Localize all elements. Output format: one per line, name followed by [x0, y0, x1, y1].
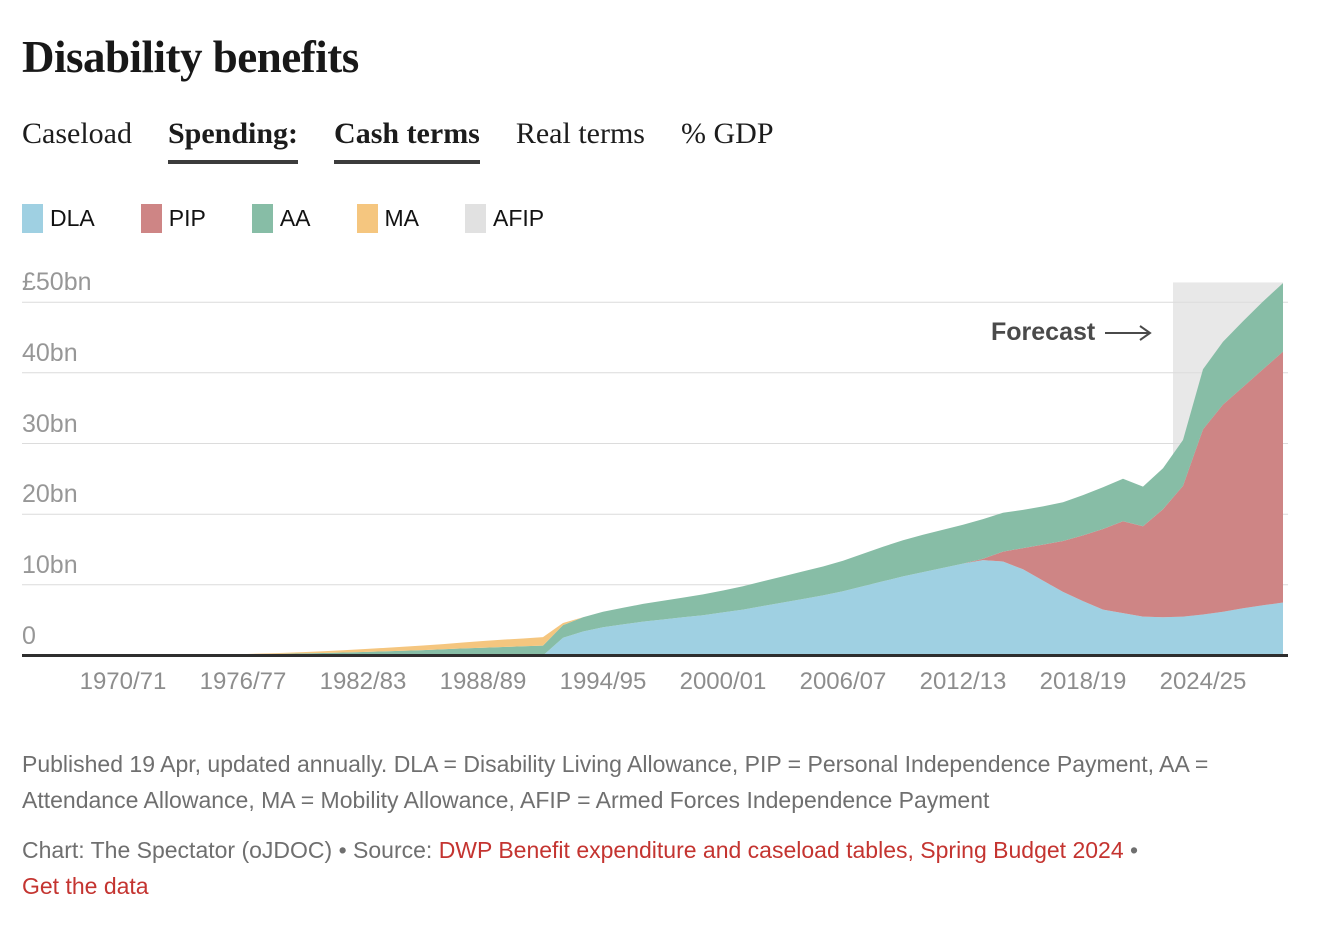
x-axis-label: 1988/89	[439, 668, 527, 695]
get-data-link[interactable]: Get the data	[22, 873, 149, 899]
y-axis-label: 0	[22, 622, 36, 650]
tab-real-terms[interactable]: Real terms	[515, 117, 645, 150]
legend-swatch-pip	[140, 204, 162, 233]
y-axis-label: 40bn	[22, 339, 78, 367]
source-link[interactable]: DWP Benefit expenditure and caseload tab…	[438, 837, 1124, 863]
area-dla	[123, 560, 1283, 656]
legend-item-afip: AFIP	[465, 204, 544, 233]
legend-swatch-aa	[251, 204, 273, 233]
legend: DLA PIP AA MA AFIP	[22, 204, 544, 233]
forecast-label: Forecast	[991, 318, 1096, 346]
legend-item-aa: AA	[251, 204, 311, 233]
legend-label: DLA	[50, 205, 95, 231]
legend-item-ma: MA	[356, 204, 420, 233]
legend-item-pip: PIP	[140, 204, 206, 233]
y-axis-label: 10bn	[22, 551, 78, 579]
tab-caseload[interactable]: Caseload	[22, 117, 132, 150]
view-tabs: Caseload Spending: Cash terms Real terms % G…	[22, 117, 774, 164]
legend-swatch-afip	[465, 204, 487, 233]
byline: Chart: The Spectator (oJDOC) • Source: D…	[22, 832, 1294, 904]
legend-label: AFIP	[493, 205, 545, 231]
y-axis-label: £50bn	[22, 268, 92, 296]
tab-gdp[interactable]: % GDP	[681, 117, 774, 150]
y-axis-label: 20bn	[22, 480, 78, 508]
x-axis-label: 2018/19	[1039, 668, 1127, 695]
byline-prefix: Chart: The Spectator (oJDOC) • Source:	[22, 837, 439, 863]
legend-item-dla: DLA	[22, 204, 95, 233]
tab-spending[interactable]: Spending:	[167, 117, 299, 164]
legend-swatch-dla	[22, 204, 43, 233]
x-axis-label: 2024/25	[1159, 668, 1247, 695]
x-axis-label: 1994/95	[559, 668, 647, 695]
byline-separator: •	[1123, 837, 1139, 863]
page-title: Disability benefits	[22, 32, 359, 82]
x-axis-label: 2006/07	[799, 668, 887, 695]
legend-label: AA	[279, 205, 311, 231]
legend-swatch-ma	[356, 204, 378, 233]
x-axis-label: 1976/77	[199, 668, 287, 695]
right-arrow-icon	[1105, 324, 1152, 341]
x-axis-label: 1982/83	[319, 668, 407, 695]
x-axis-label: 2000/01	[679, 668, 767, 695]
forecast-annotation: Forecast	[991, 318, 1156, 347]
y-axis-label: 30bn	[22, 410, 78, 438]
legend-label: MA	[384, 205, 420, 231]
area-pip	[123, 351, 1283, 656]
x-axis-label: 1970/71	[79, 668, 167, 695]
tab-cash-terms[interactable]: Cash terms	[334, 117, 480, 164]
x-axis-label: 2012/13	[919, 668, 1007, 695]
legend-label: PIP	[168, 205, 206, 231]
footer-notes: Published 19 Apr, updated annually. DLA …	[22, 751, 1209, 813]
forecast-band	[1173, 282, 1283, 654]
